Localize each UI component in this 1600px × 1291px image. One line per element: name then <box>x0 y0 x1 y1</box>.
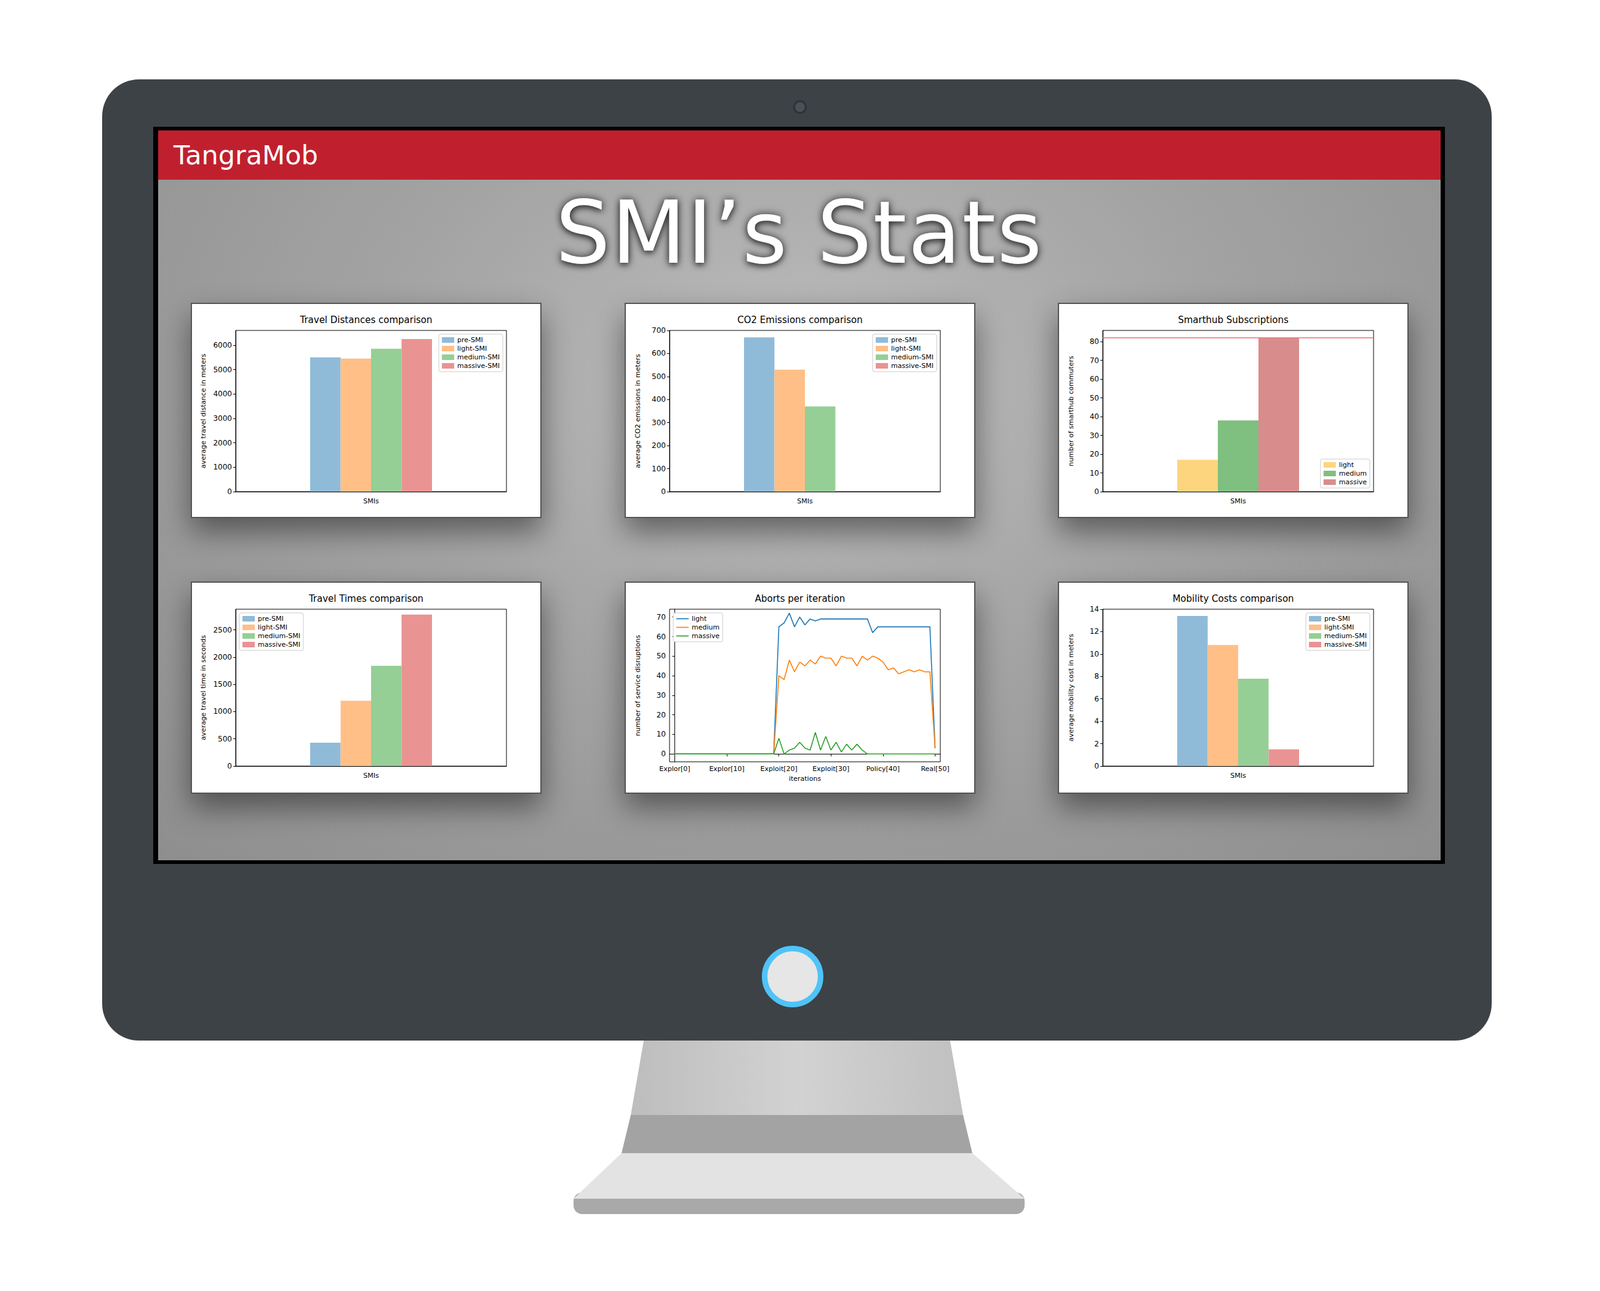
svg-text:6000: 6000 <box>212 340 232 350</box>
svg-text:Smarthub Subscriptions: Smarthub Subscriptions <box>1177 314 1289 326</box>
svg-text:5000: 5000 <box>212 365 232 375</box>
html-text:TangraMob: TangraMob <box>173 139 319 171</box>
svg-text:4: 4 <box>1094 716 1100 726</box>
svg-text:4000: 4000 <box>212 389 232 399</box>
svg-text:Aborts per iteration: Aborts per iteration <box>755 593 846 605</box>
svg-text:Explor[0]: Explor[0] <box>659 764 690 773</box>
svg-text:SMIs: SMIs <box>363 497 380 506</box>
svg-text:pre-SMI: pre-SMI <box>457 336 484 344</box>
html-text:SMI’s Stats: SMI’s Stats <box>555 182 1044 284</box>
svg-text:2000: 2000 <box>212 652 232 662</box>
svg-text:Policy[40]: Policy[40] <box>866 764 900 773</box>
svg-text:pre-SMI: pre-SMI <box>257 614 284 623</box>
svg-text:2500: 2500 <box>212 625 232 635</box>
svg-text:40: 40 <box>656 671 666 680</box>
svg-text:iterations: iterations <box>788 774 821 783</box>
svg-text:medium-SMI: medium-SMI <box>257 632 301 640</box>
svg-text:number of service disruptions: number of service disruptions <box>633 634 642 736</box>
svg-text:3000: 3000 <box>212 414 232 423</box>
svg-text:average mobility cost in meter: average mobility cost in meters <box>1067 633 1076 742</box>
svg-text:500: 500 <box>217 734 232 744</box>
svg-text:10: 10 <box>1089 468 1100 478</box>
svg-text:medium-SMI: medium-SMI <box>1324 632 1367 640</box>
svg-text:massive-SMI: massive-SMI <box>457 361 500 370</box>
svg-text:700: 700 <box>651 326 666 335</box>
svg-text:0: 0 <box>1094 761 1100 771</box>
svg-text:massive-SMI: massive-SMI <box>257 640 301 649</box>
svg-text:2: 2 <box>1094 739 1100 749</box>
svg-text:light-SMI: light-SMI <box>1324 623 1354 632</box>
svg-text:SMIs: SMIs <box>1230 771 1247 780</box>
svg-text:400: 400 <box>651 395 666 404</box>
svg-text:CO2 Emissions comparison: CO2 Emissions comparison <box>737 314 863 326</box>
svg-text:pre-SMI: pre-SMI <box>891 336 917 344</box>
svg-text:number of smarthub commuters: number of smarthub commuters <box>1067 355 1076 467</box>
svg-text:light-SMI: light-SMI <box>257 623 288 632</box>
svg-text:Mobility Costs comparison: Mobility Costs comparison <box>1172 593 1294 605</box>
svg-text:light: light <box>1339 460 1355 469</box>
svg-text:medium: medium <box>1339 469 1367 478</box>
svg-text:SMIs: SMIs <box>1230 497 1247 506</box>
svg-text:40: 40 <box>1089 412 1100 421</box>
svg-text:pre-SMI: pre-SMI <box>1324 614 1351 623</box>
svg-text:12: 12 <box>1089 627 1100 636</box>
svg-text:light-SMI: light-SMI <box>457 344 487 353</box>
svg-text:1000: 1000 <box>212 707 232 716</box>
svg-text:6: 6 <box>1094 694 1100 704</box>
svg-text:500: 500 <box>651 372 666 381</box>
svg-text:0: 0 <box>227 487 232 496</box>
svg-text:0: 0 <box>227 761 232 771</box>
svg-text:average CO2 emissions in meter: average CO2 emissions in meters <box>633 353 642 469</box>
svg-text:300: 300 <box>651 418 666 428</box>
svg-text:600: 600 <box>651 348 666 358</box>
svg-text:10: 10 <box>1089 649 1100 659</box>
svg-text:14: 14 <box>1089 604 1100 614</box>
svg-text:light-SMI: light-SMI <box>891 344 921 353</box>
svg-text:Travel Distances comparison: Travel Distances comparison <box>299 314 432 326</box>
svg-text:Real[50]: Real[50] <box>920 764 949 773</box>
svg-text:medium-SMI: medium-SMI <box>457 353 500 362</box>
svg-text:200: 200 <box>651 441 666 450</box>
svg-text:Explor[10]: Explor[10] <box>708 764 744 773</box>
svg-text:70: 70 <box>656 612 666 622</box>
svg-text:60: 60 <box>1089 374 1100 384</box>
svg-text:massive-SMI: massive-SMI <box>891 361 934 370</box>
svg-text:massive: massive <box>691 632 720 640</box>
svg-text:30: 30 <box>656 691 666 700</box>
svg-text:20: 20 <box>1089 449 1100 459</box>
svg-text:30: 30 <box>1089 431 1100 440</box>
svg-text:70: 70 <box>1089 356 1100 365</box>
svg-text:light: light <box>691 614 708 623</box>
svg-text:0: 0 <box>660 487 666 496</box>
svg-text:average travel time in seconds: average travel time in seconds <box>199 635 208 741</box>
svg-text:100: 100 <box>651 464 666 474</box>
svg-text:1500: 1500 <box>212 680 232 689</box>
svg-text:0: 0 <box>1094 487 1100 496</box>
svg-text:50: 50 <box>656 651 666 661</box>
svg-text:massive-SMI: massive-SMI <box>1324 640 1367 649</box>
svg-text:60: 60 <box>656 632 666 642</box>
svg-text:Exploit[20]: Exploit[20] <box>760 764 798 773</box>
svg-text:SMIs: SMIs <box>796 497 813 506</box>
svg-text:1000: 1000 <box>212 462 232 472</box>
svg-text:medium: medium <box>691 623 720 632</box>
svg-text:medium-SMI: medium-SMI <box>891 353 934 362</box>
svg-text:SMIs: SMIs <box>363 771 380 780</box>
svg-text:average travel distance in met: average travel distance in meters <box>199 353 208 469</box>
svg-text:2000: 2000 <box>212 438 232 448</box>
svg-text:Exploit[30]: Exploit[30] <box>812 764 850 773</box>
svg-text:10: 10 <box>656 729 666 739</box>
svg-text:8: 8 <box>1094 672 1100 681</box>
svg-text:20: 20 <box>656 710 666 720</box>
svg-text:80: 80 <box>1089 337 1100 346</box>
svg-text:0: 0 <box>660 749 666 759</box>
svg-text:Travel Times comparison: Travel Times comparison <box>308 593 424 605</box>
svg-text:massive: massive <box>1339 478 1367 487</box>
svg-text:50: 50 <box>1089 393 1100 403</box>
